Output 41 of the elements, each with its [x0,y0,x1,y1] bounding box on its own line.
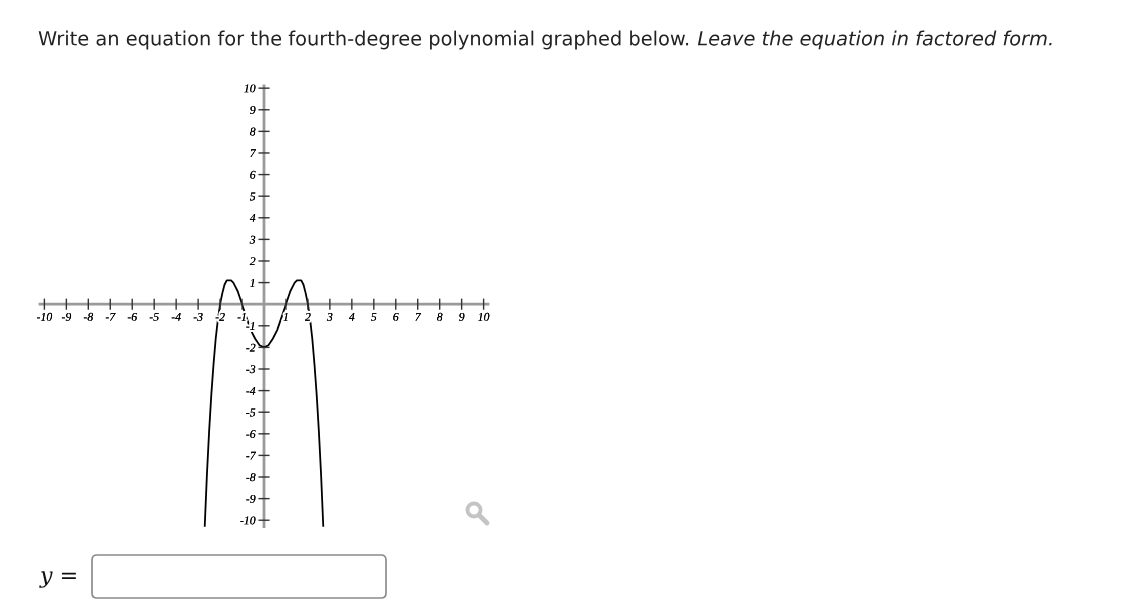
text: y = [39,571,76,588]
y-tick-label: -5 [246,408,256,417]
x-tick-label: -1 [237,312,246,321]
x-tick-label: 3 [326,312,333,321]
y-tick-label: 5 [249,192,256,201]
y-tick-label: 6 [250,170,256,179]
y-tick-label: -6 [246,430,256,439]
y-tick-label: 7 [250,149,257,158]
text: Leave the equation in factored form. [697,30,1052,50]
x-tick-label: -4 [171,312,181,321]
x-tick-label: 6 [393,312,399,321]
y-tick-label: 1 [250,278,255,287]
x-tick-label: -9 [61,312,72,321]
x-tick-label: -3 [193,312,203,321]
x-tick-label: 7 [415,312,422,321]
x-tick-label: -6 [127,312,138,321]
x-tick-label: 10 [478,312,490,321]
chart-title: Write an equation for the fourth-degree polynomial graphed below. [38,30,689,50]
x-tick-label: 1 [283,312,288,321]
y-tick-label: -2 [246,343,256,352]
y-tick-label: 9 [250,106,256,114]
y-tick-label: -9 [246,494,256,503]
y-tick-label: -4 [246,386,256,395]
x-tick-label: -7 [105,312,116,321]
x-tick-label: -10 [36,312,53,321]
y-tick-label: -3 [246,365,256,374]
y-tick-label: -8 [246,473,256,482]
y-tick-label: 10 [244,84,256,93]
y-tick-label: 3 [249,235,256,244]
line-series [203,279,325,527]
y-tick-label: 4 [249,214,256,222]
y-tick-label: -10 [240,516,256,525]
x-tick-label: 5 [371,312,377,321]
y-tick-label: 8 [250,127,256,136]
x-tick-label: -5 [149,312,159,321]
y-tick-label: 2 [249,257,256,266]
x-tick-label: 9 [459,312,465,321]
x-tick-label: 8 [436,312,443,321]
x-tick-label: -8 [83,312,94,321]
x-tick-label: 4 [348,312,355,321]
y-tick-label: -7 [246,451,257,460]
